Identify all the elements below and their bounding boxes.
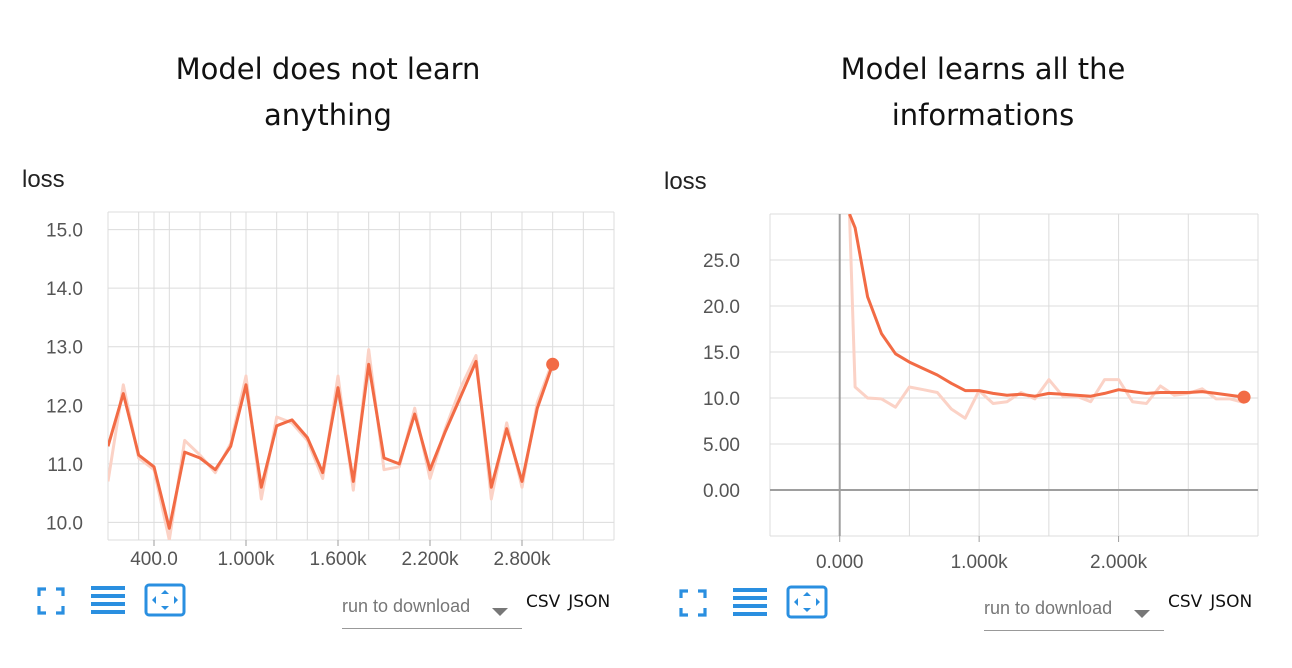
y-tick-label: 15.0 bbox=[703, 343, 740, 364]
y-tick-label: 20.0 bbox=[703, 297, 740, 318]
y-tick-label: 10.0 bbox=[46, 513, 83, 534]
x-tick-label: 400.0 bbox=[130, 549, 178, 570]
fullscreen-icon[interactable] bbox=[678, 588, 708, 618]
y-tick-label: 10.0 bbox=[703, 389, 740, 410]
list-icon[interactable] bbox=[732, 586, 768, 618]
x-tick-label: 0.000 bbox=[816, 552, 864, 573]
json-link[interactable]: JSON bbox=[1210, 592, 1253, 612]
y-tick-label: 25.0 bbox=[703, 251, 740, 272]
smoothed-series-line bbox=[848, 214, 1245, 399]
fit-domain-icon[interactable] bbox=[144, 583, 186, 617]
csv-link[interactable]: CSV bbox=[1168, 592, 1203, 612]
panel-title-line: anything bbox=[264, 98, 392, 132]
x-tick-label: 1.000k bbox=[217, 549, 275, 570]
y-tick-label: 11.0 bbox=[47, 455, 83, 476]
y-tick-label: 14.0 bbox=[46, 279, 83, 300]
chevron-down-icon bbox=[1134, 610, 1150, 618]
loss-chart-left[interactable]: 10.0 11.0 12.0 13.0 14.0 15.0 400.0 1.000k 1.600… bbox=[0, 200, 615, 580]
list-icon[interactable] bbox=[90, 584, 126, 616]
run-download-select[interactable]: run to download bbox=[984, 596, 1164, 631]
panel-title-right: Model learns all the informations bbox=[783, 46, 1183, 138]
y-tick-label: 13.0 bbox=[46, 338, 83, 359]
x-tick-label: 2.200k bbox=[401, 549, 459, 570]
run-download-placeholder: run to download bbox=[342, 596, 471, 616]
y-tick-label: 15.0 bbox=[46, 221, 83, 242]
x-tick-label: 2.000k bbox=[1090, 552, 1148, 573]
download-links: CSV JSON bbox=[1168, 592, 1260, 612]
last-point-marker bbox=[546, 357, 560, 371]
raw-series-line bbox=[848, 214, 1245, 420]
panel-title-left: Model does not learn anything bbox=[128, 46, 528, 138]
panel-title-line: Model does not learn bbox=[175, 52, 481, 86]
chart-name-right: loss bbox=[664, 168, 707, 195]
panel-title-line: informations bbox=[891, 98, 1075, 132]
loss-chart-right[interactable]: 0.00 5.00 10.0 15.0 20.0 25.0 0.000 1.000k 2.000… bbox=[640, 200, 1280, 580]
run-download-select[interactable]: run to download bbox=[342, 594, 522, 629]
download-links: CSV JSON bbox=[526, 592, 618, 612]
json-link[interactable]: JSON bbox=[568, 592, 611, 612]
y-tick-label: 5.00 bbox=[703, 435, 740, 456]
x-tick-label: 1.600k bbox=[309, 549, 367, 570]
smoothed-series-line bbox=[108, 359, 555, 530]
last-point-marker bbox=[1237, 390, 1251, 404]
run-download-placeholder: run to download bbox=[984, 598, 1113, 618]
y-tick-label: 12.0 bbox=[46, 396, 83, 417]
panel-title-line: Model learns all the bbox=[840, 52, 1126, 86]
csv-link[interactable]: CSV bbox=[526, 592, 561, 612]
x-tick-label: 1.000k bbox=[951, 552, 1009, 573]
fit-domain-icon[interactable] bbox=[786, 585, 828, 619]
chart-name-left: loss bbox=[22, 166, 65, 193]
x-tick-label: 2.800k bbox=[493, 549, 551, 570]
fullscreen-icon[interactable] bbox=[36, 586, 66, 616]
chevron-down-icon bbox=[492, 608, 508, 616]
y-tick-label: 0.00 bbox=[703, 481, 740, 502]
